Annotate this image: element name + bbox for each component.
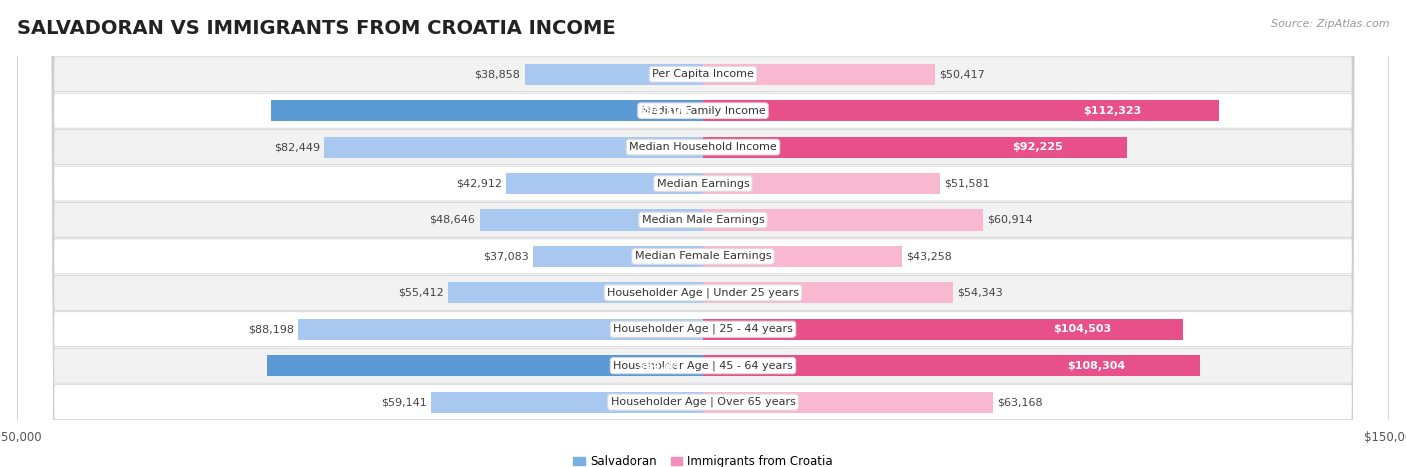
Text: SALVADORAN VS IMMIGRANTS FROM CROATIA INCOME: SALVADORAN VS IMMIGRANTS FROM CROATIA IN… [17, 19, 616, 38]
Text: Householder Age | Under 25 years: Householder Age | Under 25 years [607, 288, 799, 298]
FancyBboxPatch shape [17, 0, 1389, 467]
Text: $55,412: $55,412 [399, 288, 444, 298]
FancyBboxPatch shape [17, 0, 1389, 467]
Bar [479, 209, 703, 231]
Text: $38,858: $38,858 [474, 69, 520, 79]
FancyBboxPatch shape [17, 0, 1389, 467]
Bar [506, 173, 703, 194]
FancyBboxPatch shape [17, 0, 1389, 467]
Text: Householder Age | 25 - 44 years: Householder Age | 25 - 44 years [613, 324, 793, 334]
Bar [449, 282, 703, 304]
Bar [703, 282, 953, 304]
Bar [703, 246, 901, 267]
Bar [524, 64, 703, 85]
Text: $82,449: $82,449 [274, 142, 321, 152]
Text: Source: ZipAtlas.com: Source: ZipAtlas.com [1271, 19, 1389, 28]
Text: $37,083: $37,083 [482, 251, 529, 262]
Legend: Salvadoran, Immigrants from Croatia: Salvadoran, Immigrants from Croatia [568, 450, 838, 467]
Text: $51,581: $51,581 [943, 178, 990, 189]
Text: $104,503: $104,503 [1053, 324, 1111, 334]
Text: $88,198: $88,198 [247, 324, 294, 334]
Text: $112,323: $112,323 [1083, 106, 1142, 116]
Text: $92,225: $92,225 [1012, 142, 1063, 152]
Bar [432, 391, 703, 413]
Bar [267, 355, 703, 376]
Text: Median Earnings: Median Earnings [657, 178, 749, 189]
Text: $60,914: $60,914 [987, 215, 1032, 225]
Text: $50,417: $50,417 [939, 69, 984, 79]
Bar [703, 100, 1219, 121]
FancyBboxPatch shape [17, 0, 1389, 467]
Bar [703, 318, 1182, 340]
Text: $48,646: $48,646 [430, 215, 475, 225]
Text: Median Male Earnings: Median Male Earnings [641, 215, 765, 225]
Text: Householder Age | Over 65 years: Householder Age | Over 65 years [610, 397, 796, 407]
Text: $94,109: $94,109 [638, 106, 689, 116]
Text: $94,842: $94,842 [638, 361, 689, 371]
Text: $63,168: $63,168 [997, 397, 1043, 407]
Text: $54,343: $54,343 [956, 288, 1002, 298]
Text: Per Capita Income: Per Capita Income [652, 69, 754, 79]
Bar [703, 136, 1126, 158]
Text: Median Family Income: Median Family Income [641, 106, 765, 116]
Bar [703, 209, 983, 231]
Text: $43,258: $43,258 [905, 251, 952, 262]
Text: $59,141: $59,141 [381, 397, 427, 407]
Bar [703, 173, 939, 194]
Text: Householder Age | 45 - 64 years: Householder Age | 45 - 64 years [613, 361, 793, 371]
Bar [325, 136, 703, 158]
FancyBboxPatch shape [17, 0, 1389, 467]
Text: $42,912: $42,912 [456, 178, 502, 189]
Bar [271, 100, 703, 121]
FancyBboxPatch shape [17, 0, 1389, 467]
Bar [298, 318, 703, 340]
Bar [703, 391, 993, 413]
Text: Median Female Earnings: Median Female Earnings [634, 251, 772, 262]
FancyBboxPatch shape [17, 0, 1389, 467]
Text: Median Household Income: Median Household Income [628, 142, 778, 152]
Bar [533, 246, 703, 267]
FancyBboxPatch shape [17, 0, 1389, 467]
Bar [703, 64, 935, 85]
Text: $108,304: $108,304 [1067, 361, 1126, 371]
FancyBboxPatch shape [17, 0, 1389, 467]
Bar [703, 355, 1201, 376]
